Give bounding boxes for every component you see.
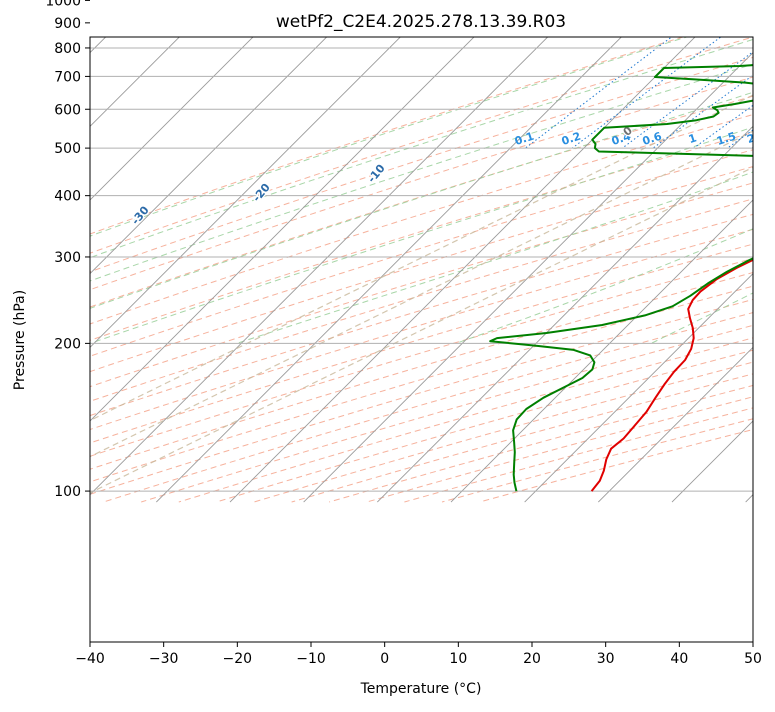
y-tick-label: 1000 bbox=[45, 0, 81, 9]
y-axis-label: Pressure (hPa) bbox=[12, 290, 28, 390]
dry-adiabat-line bbox=[404, 407, 753, 503]
x-tick-label: −20 bbox=[223, 651, 253, 667]
dry-adiabat-line bbox=[90, 149, 753, 357]
y-tick-label: 100 bbox=[54, 484, 81, 500]
isotherm-line bbox=[90, 37, 328, 275]
x-tick-label: 20 bbox=[523, 651, 541, 667]
mixing-ratio-label: 1.5 bbox=[715, 130, 738, 148]
y-tick-label: 200 bbox=[54, 336, 81, 352]
x-axis-label: Temperature (°C) bbox=[360, 681, 482, 697]
mixing-ratio-label: 0.6 bbox=[641, 129, 664, 147]
mixing-ratio-label: 1 bbox=[687, 131, 698, 146]
dry-adiabat-line bbox=[90, 37, 753, 254]
dry-adiabat-line bbox=[90, 228, 753, 431]
dry-adiabat-line bbox=[90, 182, 753, 388]
isotherm-line bbox=[598, 346, 753, 503]
mixing-ratio-label: 0.1 bbox=[513, 130, 536, 148]
isotherm-line bbox=[90, 37, 180, 127]
dry-adiabat-line bbox=[366, 396, 753, 503]
y-tick-label: 300 bbox=[54, 250, 81, 266]
isotherm-line bbox=[90, 37, 401, 348]
reference-line bbox=[90, 130, 753, 458]
temperature-profile-line bbox=[590, 258, 753, 492]
dry-adiabat-line bbox=[90, 56, 753, 273]
x-tick-label: 40 bbox=[670, 651, 688, 667]
dry-adiabat-line bbox=[90, 166, 753, 373]
dry-adiabat-line bbox=[103, 312, 753, 503]
dry-adiabat-line bbox=[90, 257, 753, 457]
isotherm-line bbox=[524, 273, 753, 503]
dry-adiabat-line bbox=[216, 349, 753, 503]
y-tick-label: 800 bbox=[54, 41, 81, 57]
mixing-ratio-label: 0.4 bbox=[610, 129, 633, 147]
mixing-ratio-label: 0.2 bbox=[560, 130, 583, 148]
reference-line bbox=[90, 166, 753, 494]
y-tick-label: 400 bbox=[54, 189, 81, 205]
moist-adiabat-line bbox=[236, 171, 753, 344]
x-tick-label: −10 bbox=[296, 651, 326, 667]
isotherm-line bbox=[90, 37, 254, 201]
dry-adiabat-line bbox=[90, 131, 753, 341]
isotherm-line bbox=[90, 37, 475, 422]
chart-title: wetPf2_C2E4.2025.278.13.39.R03 bbox=[276, 12, 566, 32]
axes: −40 −30 −20 −10 0 10 20 30 40 50 100 200 300 400 500 60… bbox=[45, 0, 762, 667]
moist-adiabat-line bbox=[90, 91, 753, 309]
dry-adiabat-line bbox=[90, 76, 753, 291]
isotherm-line bbox=[90, 37, 549, 496]
x-tick-label: 0 bbox=[380, 651, 389, 667]
profile-lines bbox=[489, 64, 753, 492]
plot-frame bbox=[89, 36, 754, 643]
dry-adiabat-line bbox=[253, 361, 753, 503]
y-tick-label: 500 bbox=[54, 141, 81, 157]
y-tick-label: 700 bbox=[54, 69, 81, 85]
isotherm-line bbox=[303, 52, 753, 503]
y-tick-label: 900 bbox=[54, 16, 81, 32]
dewpoint-profile-line bbox=[489, 64, 753, 492]
x-tick-label: −30 bbox=[149, 651, 179, 667]
x-tick-label: 10 bbox=[449, 651, 467, 667]
dry-adiabat-line bbox=[141, 324, 753, 503]
reference-line bbox=[90, 94, 753, 422]
mixing-ratio-label: 2 bbox=[745, 131, 756, 146]
y-tick-label: 600 bbox=[54, 102, 81, 118]
isotherm-line bbox=[377, 125, 753, 503]
x-tick-label: −40 bbox=[75, 651, 105, 667]
moist-adiabat-line bbox=[90, 126, 753, 344]
dry-adiabat-line bbox=[90, 37, 685, 235]
isotherm-line bbox=[156, 37, 622, 503]
dry-adiabat-line bbox=[90, 271, 753, 470]
x-tick-label: 50 bbox=[744, 651, 762, 667]
x-tick-label: 30 bbox=[597, 651, 615, 667]
isotherm-line bbox=[450, 199, 753, 503]
